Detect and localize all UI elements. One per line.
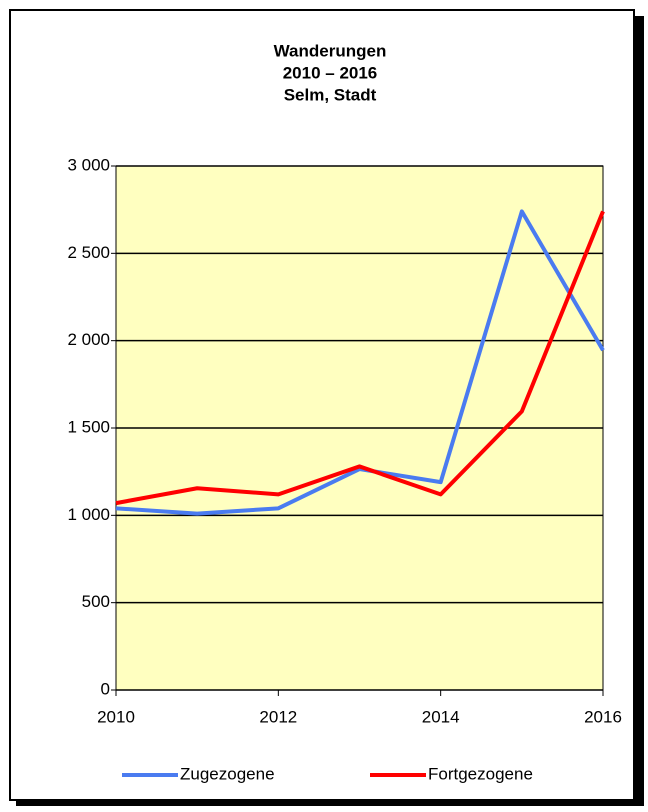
chart-title: Selm, Stadt	[284, 85, 377, 104]
series-line	[115, 210, 605, 506]
series-line	[115, 209, 605, 516]
legend-label: Fortgezogene	[428, 764, 533, 783]
chart-title: Wanderungen	[274, 41, 387, 60]
y-tick-label: 2 000	[67, 330, 110, 349]
chart-title: 2010 – 2016	[283, 63, 378, 82]
y-tick-label: 1 000	[67, 505, 110, 524]
y-tick-label: 0	[101, 679, 110, 698]
y-tick-label: 3 000	[67, 155, 110, 174]
y-tick-label: 1 500	[67, 417, 110, 436]
x-tick-label: 2016	[584, 707, 622, 726]
x-tick-label: 2012	[259, 707, 297, 726]
x-tick-label: 2010	[97, 707, 135, 726]
x-tick-label: 2014	[422, 707, 460, 726]
y-tick-label: 2 500	[67, 243, 110, 262]
legend-label: Zugezogene	[180, 764, 275, 783]
y-tick-label: 500	[82, 592, 110, 611]
